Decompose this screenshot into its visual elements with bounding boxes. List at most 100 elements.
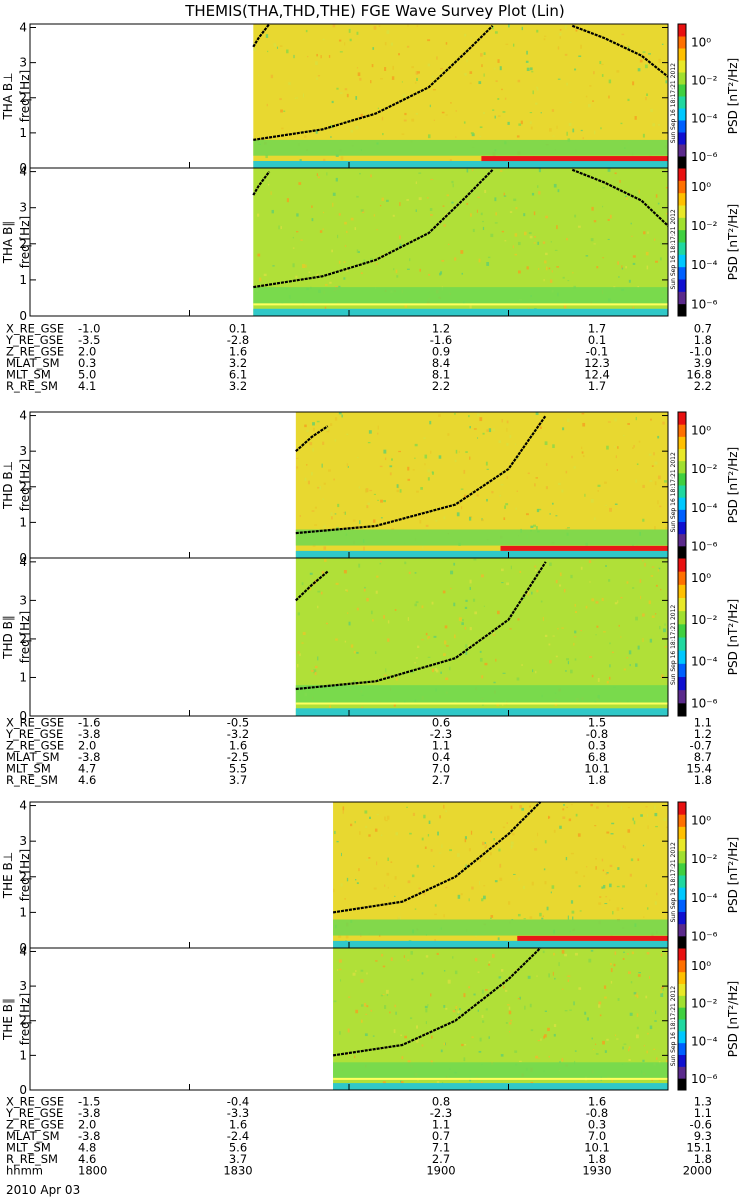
spectrogram-speckle — [613, 963, 616, 967]
spectrogram-speckle — [384, 884, 386, 887]
spectrogram-speckle — [621, 33, 625, 36]
spectrogram-speckle — [405, 902, 408, 904]
spectrogram-speckle — [299, 653, 301, 657]
spectrogram-speckle — [610, 214, 612, 219]
spectrogram-speckle — [294, 97, 297, 99]
spectrogram-speckle — [354, 227, 357, 230]
ephemeris-value: 4.1 — [78, 379, 96, 393]
ephemeris-value: 10.1 — [584, 1141, 610, 1155]
spectrogram-speckle — [324, 558, 327, 562]
spectrogram-speckle — [567, 527, 570, 529]
spectrogram-speckle — [549, 660, 552, 664]
colorbar-segment — [678, 650, 686, 664]
spectrogram-speckle — [623, 434, 625, 437]
ephemeris-value: -0.1 — [586, 345, 608, 359]
spectrogram-speckle — [654, 812, 658, 817]
spectrogram-speckle — [561, 627, 564, 629]
spectrogram-speckle — [429, 420, 432, 425]
spectrogram-speckle — [571, 910, 575, 914]
spectrogram-speckle — [384, 457, 387, 461]
spectrogram-speckle — [302, 93, 305, 98]
spectrogram-speckle — [495, 212, 497, 216]
spectrogram-speckle — [497, 59, 500, 63]
spectrogram-speckle — [503, 192, 505, 196]
spectrogram-speckle — [597, 484, 601, 487]
spectrogram-speckle — [346, 230, 348, 233]
spectrogram-speckle — [636, 1013, 639, 1017]
spectrogram-speckle — [662, 421, 665, 425]
spectrogram-speckle — [589, 656, 593, 658]
spectrogram-speckle — [575, 29, 578, 32]
low-freq-band — [253, 287, 669, 304]
spectrogram-speckle — [601, 906, 603, 908]
spectrogram-speckle — [428, 273, 431, 276]
spectrogram-speckle — [561, 1058, 564, 1062]
spectrogram-speckle — [643, 1045, 645, 1047]
spectrogram-speckle — [510, 841, 514, 845]
spectrogram-speckle — [616, 1038, 619, 1040]
spectrogram-speckle — [564, 25, 567, 29]
spectrogram-speckle — [311, 205, 313, 208]
spectrogram-speckle — [543, 868, 546, 871]
spectrogram-speckle — [423, 892, 426, 896]
spectrogram-speckle — [530, 126, 533, 130]
spectrogram-speckle — [395, 1011, 397, 1015]
spectrogram-speckle — [406, 268, 410, 270]
spectrogram-speckle — [317, 176, 320, 179]
spectrogram-speckle — [331, 516, 333, 520]
spectrogram-speckle — [665, 187, 668, 189]
spectrogram-speckle — [421, 1044, 424, 1047]
spectrogram-speckle — [451, 201, 454, 204]
spectrogram-speckle — [645, 806, 648, 808]
spectrogram-speckle — [619, 179, 621, 183]
spectrogram-speckle — [645, 251, 649, 256]
spectrogram-speckle — [473, 428, 477, 430]
spectrogram-speckle — [632, 306, 634, 310]
spectrogram-speckle — [544, 881, 547, 885]
spectrogram-speckle — [464, 836, 467, 840]
spectrogram-speckle — [465, 599, 468, 602]
spectrogram-speckle — [481, 64, 483, 68]
colorbar-label: PSD [nT²/Hz] — [726, 58, 740, 134]
spectrogram-speckle — [598, 1001, 602, 1005]
spectrogram-panel — [29, 947, 669, 1091]
spectrogram-speckle — [276, 46, 279, 49]
spectrogram-speckle — [536, 975, 538, 977]
spectrogram-speckle — [311, 510, 315, 512]
spectrogram-speckle — [558, 962, 560, 967]
spectrogram-speckle — [551, 502, 554, 505]
spectrogram-speckle — [581, 413, 585, 415]
spectrogram-speckle — [488, 961, 491, 963]
spectrogram-speckle — [509, 1031, 511, 1033]
spectrogram-speckle — [343, 570, 347, 574]
colorbar-tick-label: 10⁰ — [691, 424, 711, 438]
y-tick-label: 1 — [19, 515, 27, 529]
spectrogram-speckle — [336, 969, 339, 971]
spectrogram-speckle — [536, 589, 539, 593]
spectrogram-speckle — [410, 951, 413, 955]
ephemeris-row-label: MLAT_SM — [6, 750, 60, 764]
spectrogram-speckle — [334, 439, 337, 442]
colorbar-tick-label: 10⁰ — [691, 571, 711, 585]
spectrogram-speckle — [464, 1043, 467, 1046]
ephemeris-value: 1830 — [223, 1164, 252, 1178]
spectrogram-speckle — [608, 95, 610, 99]
spectrogram-speckle — [549, 513, 551, 515]
spectrogram-speckle — [331, 100, 334, 104]
chart-title: THEMIS(THA,THD,THE) FGE Wave Survey Plot… — [184, 2, 565, 20]
spectrogram-speckle — [308, 587, 312, 591]
spectrogram-speckle — [442, 205, 445, 207]
spectrogram-speckle — [450, 102, 452, 104]
spectrogram-speckle — [647, 231, 649, 234]
spectrogram-speckle — [436, 952, 439, 955]
spectrogram-speckle — [406, 45, 410, 48]
spectrogram-speckle — [562, 808, 565, 811]
spectrogram-speckle — [594, 825, 597, 827]
spectrogram-speckle — [589, 581, 591, 583]
spectrogram-speckle — [424, 454, 428, 459]
spectrogram-speckle — [516, 490, 518, 492]
spectrogram-speckle — [648, 600, 651, 605]
spectrogram-speckle — [553, 829, 556, 833]
spectrogram-speckle — [484, 846, 486, 849]
spectrogram-speckle — [551, 109, 555, 112]
